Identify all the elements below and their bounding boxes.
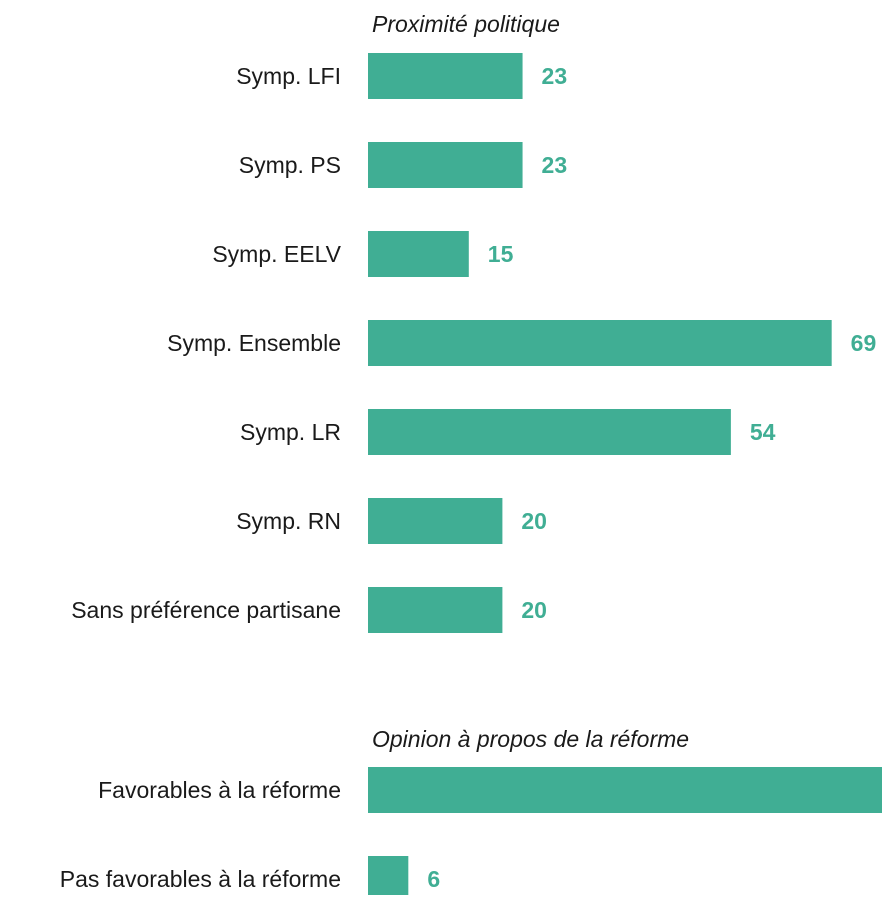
chart-section-1: Proximité politique Symp. LFI 23 Symp. PS 23… <box>71 11 876 633</box>
value-label: 23 <box>542 63 568 89</box>
value-label: 20 <box>521 508 547 534</box>
section-title: Opinion à propos de la réforme <box>372 726 689 752</box>
value-label: 69 <box>851 330 877 356</box>
category-label: Symp. PS <box>239 152 341 178</box>
bar <box>368 767 882 813</box>
category-label: Symp. Ensemble <box>167 330 341 356</box>
category-label: Symp. RN <box>236 508 341 534</box>
bar <box>368 409 731 455</box>
bar <box>368 320 832 366</box>
bar <box>368 587 503 633</box>
bar <box>368 53 523 99</box>
section-title: Proximité politique <box>372 11 560 37</box>
bar <box>368 498 503 544</box>
bar <box>368 856 409 900</box>
value-label: 23 <box>542 152 568 178</box>
category-label: Symp. LFI <box>236 63 341 89</box>
value-label: 6 <box>427 866 440 892</box>
category-label: Pas favorables à la réforme <box>60 866 341 892</box>
category-label: Sans préférence partisane <box>71 597 341 623</box>
value-label: 54 <box>750 419 776 445</box>
category-label: Symp. LR <box>240 419 341 445</box>
category-label: Symp. EELV <box>212 241 341 267</box>
bar <box>368 142 523 188</box>
value-label: 15 <box>488 241 514 267</box>
value-label: 20 <box>521 597 547 623</box>
chart-section-2: Opinion à propos de la réforme Favorables… <box>60 726 882 900</box>
bar <box>368 231 469 277</box>
category-label: Favorables à la réforme <box>98 777 341 803</box>
